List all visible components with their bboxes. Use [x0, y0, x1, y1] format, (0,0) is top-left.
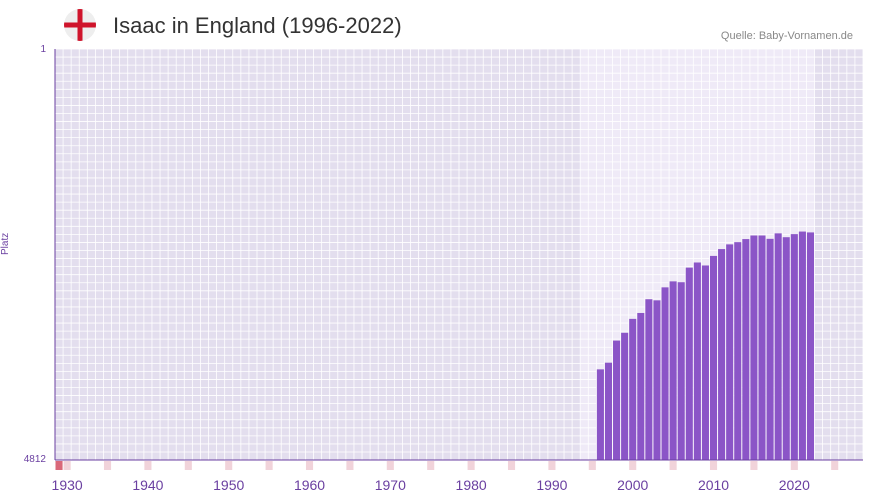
bar-2009 — [701, 265, 709, 460]
bar-2010 — [709, 255, 718, 460]
bar-2006 — [677, 282, 685, 460]
y-tick-label-bottom: 4812 — [23, 454, 46, 465]
year-marker-1970 — [386, 461, 394, 470]
bar-2003 — [653, 300, 661, 460]
bar-2017 — [766, 238, 774, 460]
bar-2001 — [637, 312, 645, 460]
bar-2011 — [718, 249, 726, 460]
bar-2015 — [750, 235, 758, 460]
bar-2012 — [726, 244, 734, 460]
bar-2019 — [782, 237, 790, 460]
year-marker-1929 — [55, 461, 63, 470]
bar-2007 — [685, 267, 693, 460]
bar-2005 — [669, 281, 677, 460]
year-marker-2025 — [831, 461, 839, 470]
year-marker-1975 — [427, 461, 435, 470]
x-tick-label-2020: 2020 — [779, 477, 810, 493]
bar-2022 — [806, 232, 815, 460]
x-tick-label-1940: 1940 — [132, 477, 163, 493]
year-marker-1955 — [265, 461, 273, 470]
bar-2018 — [774, 233, 782, 460]
bar-1999 — [621, 332, 629, 460]
bar-1997 — [604, 362, 613, 460]
year-marker-1945 — [184, 461, 192, 470]
year-marker-1990 — [548, 461, 556, 470]
year-marker-2000 — [629, 461, 637, 470]
year-marker-1980 — [467, 461, 475, 470]
bar-2016 — [758, 235, 766, 460]
y-tick-label-top: 1 — [40, 44, 46, 55]
chart-title: Isaac in England (1996-2022) — [113, 13, 402, 38]
x-tick-label-1960: 1960 — [294, 477, 325, 493]
year-marker-2020 — [790, 461, 798, 470]
year-marker-2005 — [669, 461, 677, 470]
x-tick-label-1930: 1930 — [52, 477, 83, 493]
bar-2013 — [734, 242, 742, 460]
bar-2008 — [693, 262, 701, 460]
bar-2000 — [629, 318, 637, 460]
flag-cross-horizontal — [64, 22, 96, 28]
bar-2002 — [645, 299, 653, 460]
bar-1998 — [613, 340, 621, 460]
year-marker-1930 — [63, 461, 71, 470]
year-marker-1965 — [346, 461, 354, 470]
england-flag-graphic — [64, 9, 96, 41]
bar-2021 — [798, 231, 806, 460]
x-tick-label-1980: 1980 — [456, 477, 487, 493]
year-marker-1950 — [225, 461, 233, 470]
bar-2020 — [790, 234, 798, 460]
year-marker-1940 — [144, 461, 152, 470]
bar-1996 — [596, 369, 604, 460]
bar-2004 — [661, 287, 669, 460]
year-marker-1995 — [588, 461, 596, 470]
year-marker-1960 — [305, 461, 314, 470]
x-tick-label-1970: 1970 — [375, 477, 406, 493]
year-marker-2010 — [709, 461, 718, 470]
year-marker-1935 — [103, 461, 112, 470]
bar-2014 — [742, 239, 750, 460]
source-credit: Quelle: Baby-Vornamen.de — [720, 30, 853, 42]
x-tick-label-1990: 1990 — [536, 477, 567, 493]
x-tick-label-1950: 1950 — [213, 477, 244, 493]
england-flag-icon — [64, 9, 96, 41]
year-marker-1985 — [507, 461, 516, 470]
x-tick-label-2000: 2000 — [617, 477, 648, 493]
x-tick-label-2010: 2010 — [698, 477, 729, 493]
year-marker-2015 — [750, 461, 758, 470]
chart-header: Isaac in England (1996-2022) Quelle: Bab… — [0, 0, 873, 50]
